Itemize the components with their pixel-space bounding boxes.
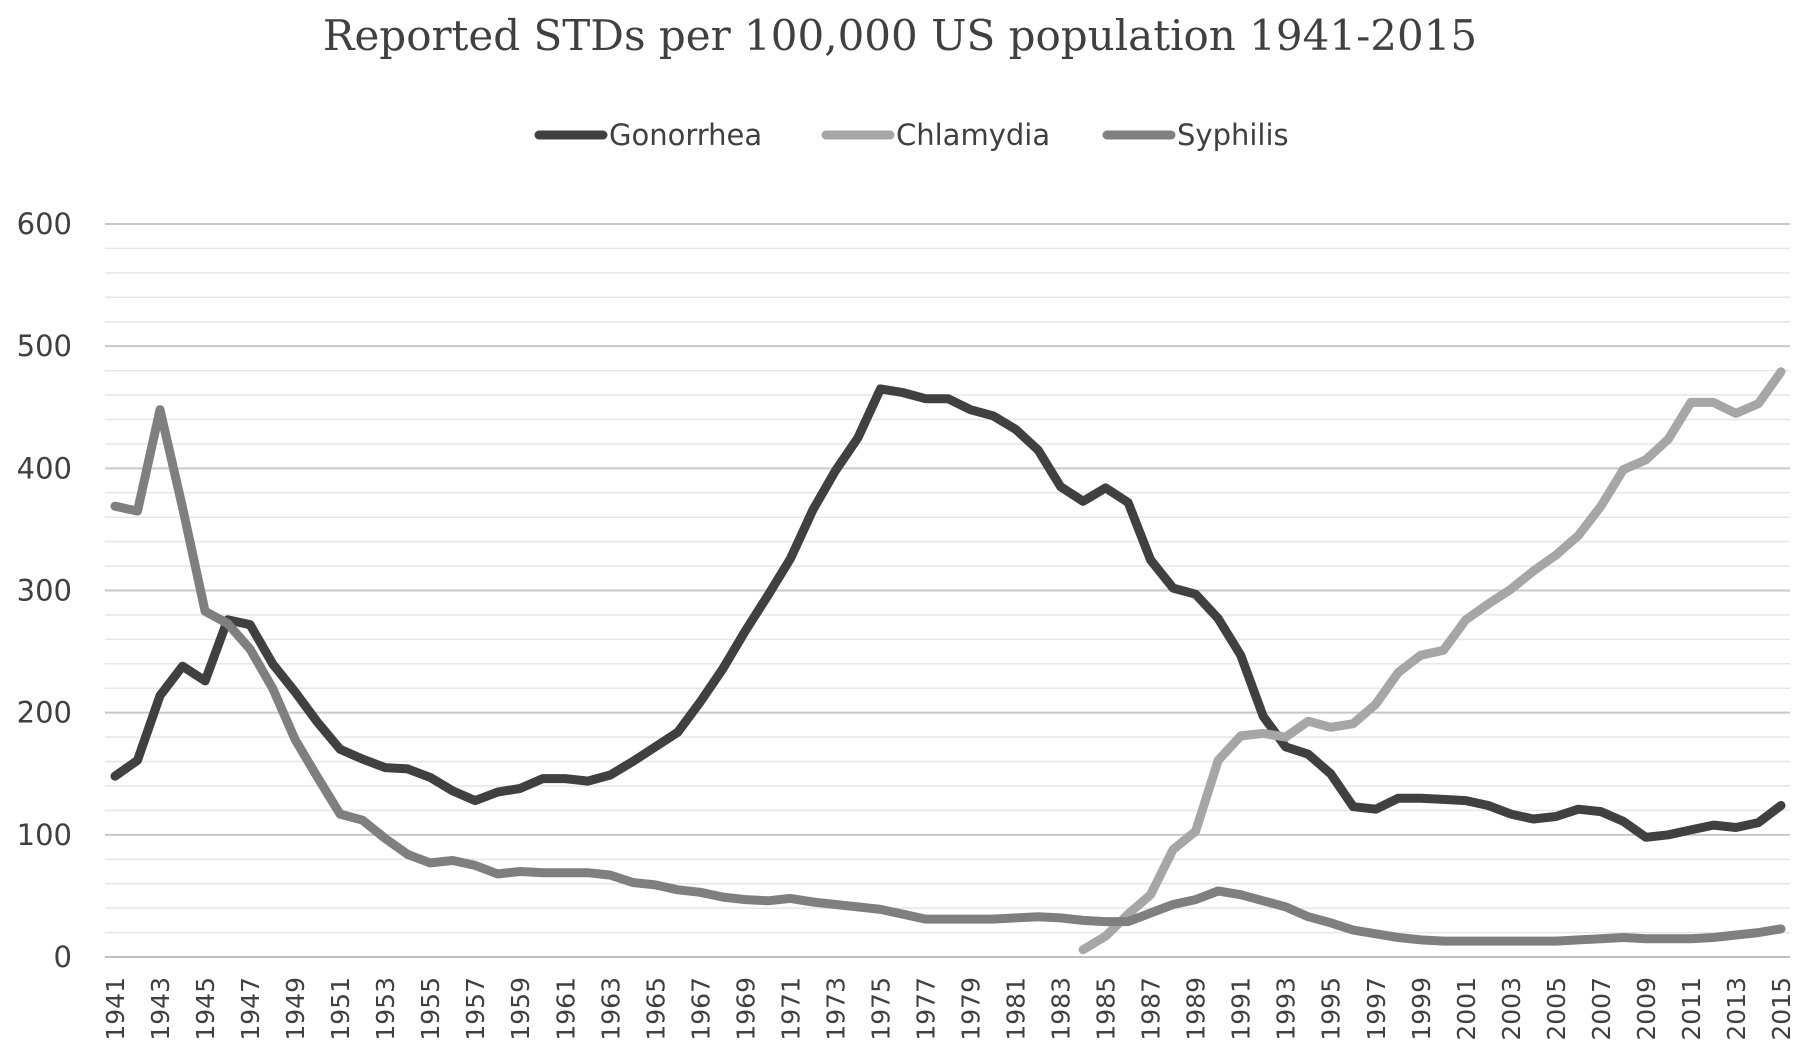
legend-label-chlamydia: Chlamydia bbox=[896, 118, 1050, 152]
x-tick-label: 1987 bbox=[1137, 977, 1166, 1041]
x-tick-label: 2003 bbox=[1497, 977, 1526, 1041]
x-tick-label: 1951 bbox=[326, 977, 355, 1041]
x-tick-label: 1953 bbox=[371, 977, 400, 1041]
y-tick-label: 300 bbox=[17, 574, 72, 608]
legend-label-syphilis: Syphilis bbox=[1177, 118, 1289, 152]
x-tick-label: 1965 bbox=[641, 977, 670, 1041]
x-tick-label: 1993 bbox=[1272, 977, 1301, 1041]
y-tick-label: 200 bbox=[17, 696, 72, 730]
x-tick-label: 1945 bbox=[191, 977, 220, 1041]
chart-title: Reported STDs per 100,000 US population … bbox=[323, 11, 1477, 60]
x-tick-label: 2011 bbox=[1677, 977, 1706, 1041]
major-gridlines bbox=[105, 223, 1790, 836]
x-tick-label: 1981 bbox=[1002, 977, 1031, 1041]
x-tick-label: 1995 bbox=[1317, 977, 1346, 1041]
x-tick-label: 2015 bbox=[1767, 977, 1796, 1041]
x-tick-label: 1963 bbox=[596, 977, 625, 1041]
series-line-chlamydia bbox=[1078, 367, 1786, 955]
x-tick-label: 1943 bbox=[146, 977, 175, 1041]
x-tick-label: 1941 bbox=[101, 977, 130, 1041]
x-axis-tick-labels: 1941 1943 1945 1947 1949 1951 1953 1955 1957 1959… bbox=[101, 977, 1796, 1041]
x-tick-label: 2005 bbox=[1542, 977, 1571, 1041]
x-tick-label: 1957 bbox=[461, 977, 490, 1041]
x-tick-label: 1947 bbox=[236, 977, 265, 1041]
y-axis-tick-labels: 0 100 200 300 400 500 600 bbox=[17, 207, 72, 974]
x-tick-label: 1999 bbox=[1407, 977, 1436, 1041]
x-tick-label: 1975 bbox=[866, 977, 895, 1041]
x-tick-label: 2007 bbox=[1587, 977, 1616, 1041]
x-tick-label: 1973 bbox=[821, 977, 850, 1041]
x-tick-label: 1961 bbox=[551, 977, 580, 1041]
y-tick-label: 500 bbox=[17, 329, 72, 363]
x-tick-label: 1955 bbox=[416, 977, 445, 1041]
x-tick-label: 1985 bbox=[1092, 977, 1121, 1041]
x-tick-label: 2013 bbox=[1722, 977, 1751, 1041]
minor-gridlines bbox=[105, 247, 1790, 934]
series-line-gonorrhea bbox=[110, 384, 1786, 842]
x-tick-label: 1969 bbox=[731, 977, 760, 1041]
x-tick-label: 1949 bbox=[281, 977, 310, 1041]
x-tick-label: 1959 bbox=[506, 977, 535, 1041]
y-tick-label: 600 bbox=[17, 207, 72, 241]
x-tick-label: 1991 bbox=[1227, 977, 1256, 1041]
x-tick-label: 1983 bbox=[1047, 977, 1076, 1041]
x-tick-label: 2001 bbox=[1452, 977, 1481, 1041]
y-tick-label: 0 bbox=[54, 940, 72, 974]
x-tick-label: 2009 bbox=[1632, 977, 1661, 1041]
legend: Gonorrhea Chlamydia Syphilis bbox=[534, 118, 1289, 152]
y-tick-label: 100 bbox=[17, 818, 72, 852]
x-tick-label: 1997 bbox=[1362, 977, 1391, 1041]
x-tick-label: 1977 bbox=[911, 977, 940, 1041]
x-tick-label: 1989 bbox=[1182, 977, 1211, 1041]
x-tick-label: 1979 bbox=[957, 977, 986, 1041]
y-tick-label: 400 bbox=[17, 451, 72, 485]
legend-label-gonorrhea: Gonorrhea bbox=[609, 118, 762, 152]
x-tick-label: 1967 bbox=[686, 977, 715, 1041]
series-lines bbox=[110, 367, 1786, 955]
x-tick-label: 1971 bbox=[776, 977, 805, 1041]
series-line-syphilis bbox=[110, 405, 1786, 946]
